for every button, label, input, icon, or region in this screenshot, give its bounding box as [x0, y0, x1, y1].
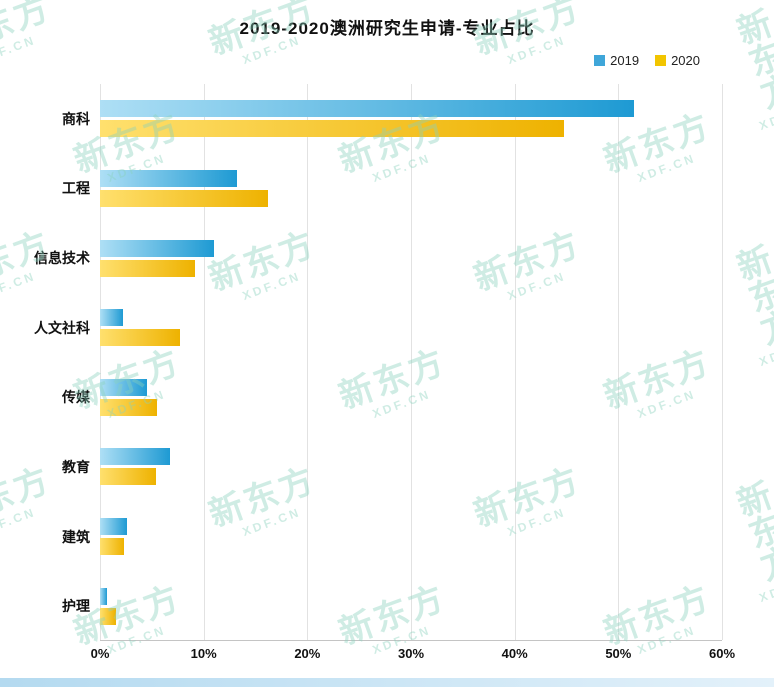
bar-2019 — [100, 100, 634, 118]
watermark-subtext: XDF.CN — [757, 570, 774, 605]
category-label: 工程 — [62, 180, 90, 197]
category-label: 信息技术 — [34, 250, 90, 267]
x-tick-label: 60% — [708, 646, 736, 661]
category-row: 工程 — [0, 154, 722, 224]
gridlines — [100, 84, 723, 641]
chart-title: 2019-2020澳洲研究生申请-专业占比 — [239, 19, 535, 38]
legend: 2019 2020 — [594, 53, 700, 68]
bar-2020 — [100, 259, 196, 277]
bar-2020 — [100, 538, 124, 556]
bar-2020 — [100, 329, 180, 347]
legend-label: 2020 — [671, 53, 700, 68]
bar-group — [100, 239, 722, 277]
bar-group — [100, 378, 722, 416]
category-label: 人文社科 — [34, 319, 90, 336]
bar-2019 — [100, 239, 215, 257]
legend-item-2019: 2019 — [594, 53, 639, 68]
bar-2020 — [100, 398, 158, 416]
bar-group — [100, 448, 722, 486]
bar-group — [100, 100, 722, 138]
category-row: 信息技术 — [0, 223, 722, 293]
legend-swatch-icon — [655, 55, 667, 66]
gridline — [307, 84, 309, 640]
gridline — [203, 84, 205, 640]
category-row: 护理 — [0, 571, 722, 641]
x-tick-label: 20% — [294, 646, 321, 661]
x-tick-label: 0% — [90, 646, 110, 661]
category-row: 传媒 — [0, 363, 722, 433]
bar-2019 — [100, 378, 147, 396]
bar-chart: 商科工程信息技术人文社科传媒教育建筑护理 — [0, 84, 723, 641]
bar-2019 — [100, 309, 123, 327]
bar-2020 — [100, 120, 565, 138]
category-label: 护理 — [62, 598, 90, 615]
category-row: 教育 — [0, 432, 722, 502]
category-label: 传媒 — [62, 389, 90, 406]
bar-rows: 商科工程信息技术人文社科传媒教育建筑护理 — [0, 84, 722, 641]
category-label: 商科 — [62, 110, 90, 127]
watermark: 新东方 XDF.CN — [722, 237, 774, 369]
x-axis: 0% 10% 20% 30% 40% 50% 60% — [91, 646, 735, 666]
gridline — [411, 84, 412, 640]
legend-swatch-icon — [594, 55, 606, 66]
bar-group — [100, 587, 722, 625]
bar-group — [100, 169, 722, 207]
gridline — [100, 84, 101, 640]
watermark-subtext: XDF.CN — [757, 98, 774, 133]
bar-group — [100, 518, 722, 556]
category-label: 建筑 — [62, 528, 90, 545]
bar-2020 — [100, 468, 156, 486]
gridline — [618, 84, 620, 640]
bar-2019 — [100, 587, 108, 605]
gridline — [722, 84, 723, 640]
x-tick-label: 40% — [501, 646, 528, 661]
gridline — [514, 84, 516, 640]
x-tick-label: 50% — [605, 646, 632, 661]
watermark-text: 新东方 — [732, 239, 774, 352]
watermark: 新东方 XDF.CN — [722, 473, 774, 605]
category-row: 人文社科 — [0, 293, 722, 363]
bar-group — [100, 309, 722, 347]
watermark-subtext: XDF.CN — [757, 334, 774, 369]
bar-2020 — [100, 607, 116, 625]
x-tick-label: 10% — [190, 646, 217, 661]
bar-2020 — [100, 189, 268, 207]
bottom-strip — [0, 678, 774, 687]
x-tick-label: 30% — [397, 646, 425, 661]
category-label: 教育 — [62, 458, 90, 475]
legend-label: 2019 — [610, 53, 640, 68]
bar-2019 — [100, 169, 237, 187]
category-row: 建筑 — [0, 502, 722, 572]
bar-2019 — [100, 448, 171, 466]
watermark-text: 新东方 — [732, 475, 774, 588]
bar-2019 — [100, 518, 127, 536]
category-row: 商科 — [0, 84, 722, 154]
legend-item-2020: 2020 — [655, 53, 700, 68]
